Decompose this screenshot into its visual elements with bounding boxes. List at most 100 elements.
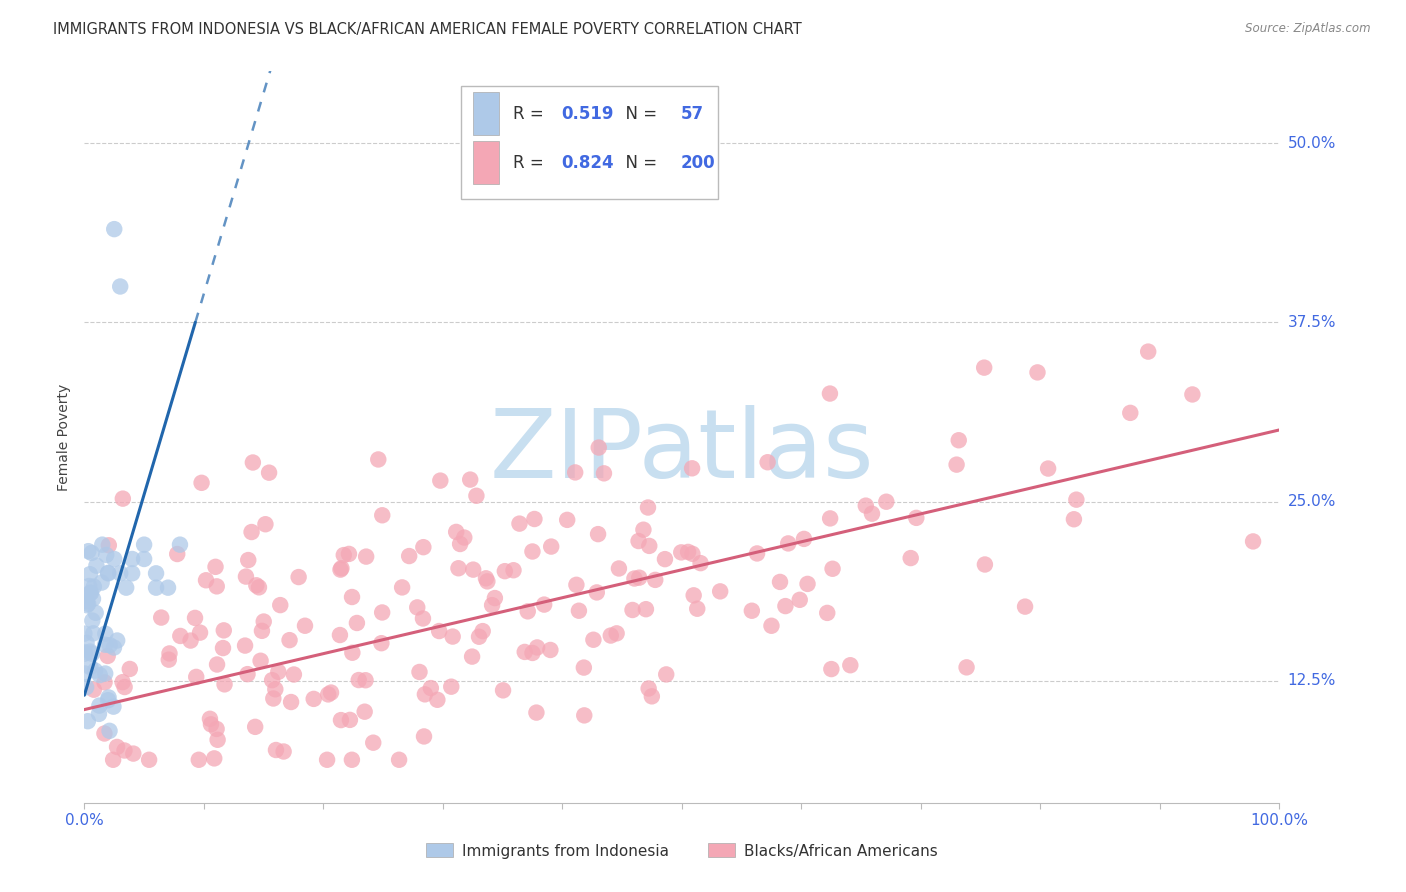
Point — [235, 569, 257, 583]
Point — [948, 434, 970, 448]
Point — [1036, 461, 1059, 475]
Text: 50.0%: 50.0% — [1288, 136, 1336, 151]
Point — [97, 566, 120, 580]
Point — [118, 662, 141, 676]
Point — [212, 624, 235, 638]
Point — [465, 489, 488, 503]
Point — [427, 624, 450, 638]
Point — [945, 458, 967, 472]
Point — [1241, 534, 1264, 549]
Point — [406, 600, 429, 615]
Point — [214, 677, 236, 691]
Point — [114, 680, 136, 694]
Point — [257, 466, 280, 480]
Point — [204, 559, 226, 574]
Point — [671, 545, 693, 559]
Point — [973, 360, 995, 375]
Point — [391, 581, 413, 595]
Point — [80, 546, 103, 560]
Point — [198, 712, 221, 726]
Point — [330, 713, 353, 727]
Point — [533, 598, 555, 612]
Text: R =: R = — [513, 104, 550, 123]
Point — [655, 667, 678, 681]
Point — [564, 466, 586, 480]
Point — [103, 222, 125, 236]
Point — [522, 646, 544, 660]
Point — [267, 665, 290, 679]
Point — [756, 455, 779, 469]
FancyBboxPatch shape — [461, 86, 718, 200]
Point — [205, 722, 228, 736]
Point — [538, 643, 561, 657]
Point — [775, 599, 797, 613]
Point — [73, 626, 96, 640]
Point — [105, 633, 128, 648]
Point — [103, 640, 125, 655]
Point — [1119, 406, 1142, 420]
Point — [103, 552, 125, 566]
Point — [607, 561, 630, 575]
Point — [523, 512, 546, 526]
Point — [471, 624, 494, 639]
Point — [413, 687, 436, 701]
Point — [441, 630, 464, 644]
Point — [477, 574, 499, 589]
Point — [283, 667, 305, 681]
Point — [73, 666, 96, 681]
Point — [447, 561, 470, 575]
Text: N =: N = — [614, 153, 662, 172]
Point — [463, 563, 485, 577]
Point — [593, 467, 616, 481]
Point — [80, 647, 103, 661]
Point — [623, 572, 645, 586]
Point — [796, 577, 818, 591]
Point — [166, 547, 188, 561]
Text: IMMIGRANTS FROM INDONESIA VS BLACK/AFRICAN AMERICAN FEMALE POVERTY CORRELATION C: IMMIGRANTS FROM INDONESIA VS BLACK/AFRIC… — [53, 22, 803, 37]
Point — [262, 673, 284, 687]
Point — [247, 580, 270, 594]
Point — [111, 675, 134, 690]
Point — [77, 579, 100, 593]
Point — [90, 575, 112, 590]
Point — [138, 753, 160, 767]
Point — [689, 556, 711, 570]
Point — [860, 507, 883, 521]
Text: 0.824: 0.824 — [561, 153, 614, 172]
Point — [240, 524, 263, 539]
Point — [195, 574, 218, 588]
Point — [273, 744, 295, 758]
Text: 0.519: 0.519 — [561, 104, 613, 123]
Point — [709, 584, 731, 599]
Text: 25.0%: 25.0% — [1288, 494, 1336, 509]
Point — [606, 626, 628, 640]
Point — [132, 552, 156, 566]
Point — [565, 578, 588, 592]
Point — [110, 279, 132, 293]
Point — [236, 667, 259, 681]
Point — [89, 698, 111, 713]
Point — [1063, 512, 1085, 526]
Text: Source: ZipAtlas.com: Source: ZipAtlas.com — [1246, 22, 1371, 36]
Point — [875, 494, 897, 508]
Point — [97, 538, 120, 552]
Point — [302, 692, 325, 706]
Point — [900, 551, 922, 566]
Point — [79, 660, 101, 674]
Point — [1014, 599, 1036, 614]
Point — [187, 753, 209, 767]
Point — [769, 574, 792, 589]
Point — [585, 585, 607, 599]
Point — [346, 615, 368, 630]
Point — [339, 713, 361, 727]
Point — [778, 536, 800, 550]
Point — [513, 645, 536, 659]
Point — [253, 615, 276, 629]
Point — [329, 628, 352, 642]
Point — [264, 743, 287, 757]
Point — [761, 619, 783, 633]
Point — [1137, 344, 1160, 359]
Point — [254, 517, 277, 532]
Point — [77, 597, 100, 611]
Point — [526, 640, 548, 655]
